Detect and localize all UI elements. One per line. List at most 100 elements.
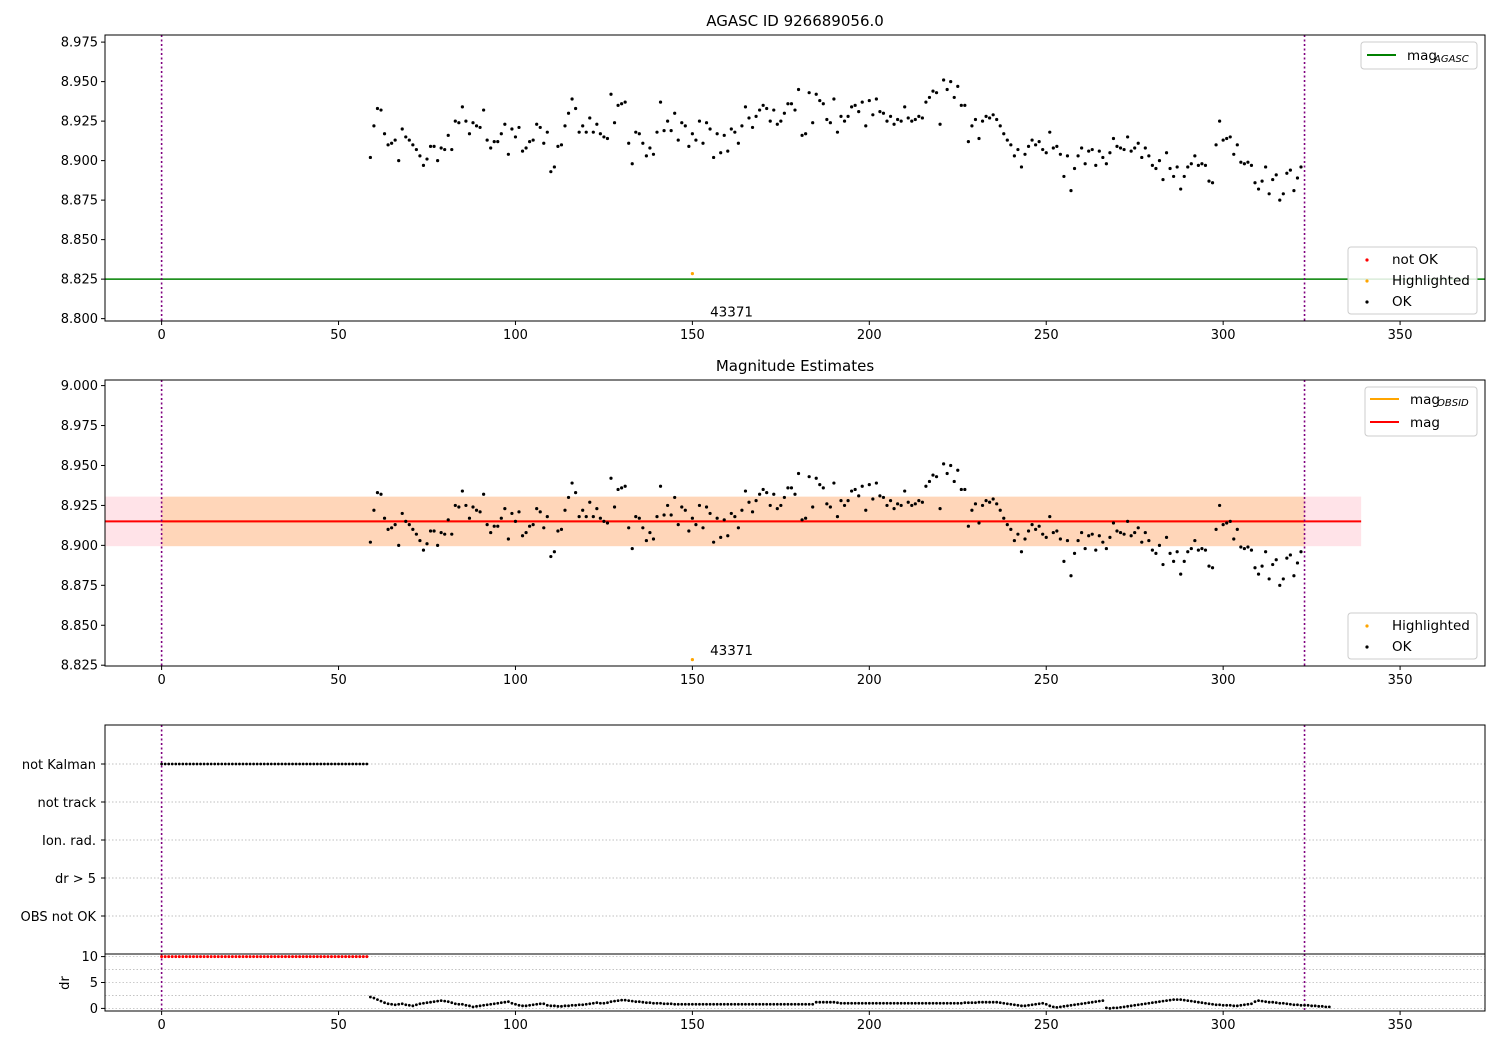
dr-axes-frame <box>104 953 1486 1012</box>
ok-point <box>651 537 656 541</box>
ok-dr-point <box>443 999 447 1003</box>
flag-point <box>361 762 365 766</box>
ok-dr-point <box>772 1002 776 1006</box>
ok-point <box>1140 155 1144 160</box>
ok-dr-point <box>475 1004 478 1008</box>
ok-point <box>1157 159 1162 163</box>
ok-point <box>1118 146 1123 150</box>
ok-point <box>634 515 638 519</box>
ok-point <box>1161 177 1165 182</box>
highlighted-point <box>690 658 694 662</box>
ok-dr-point <box>1260 999 1264 1003</box>
ok-dr-point <box>1140 1002 1144 1006</box>
ok-point <box>903 489 907 493</box>
ok-point <box>1182 174 1186 179</box>
ok-point <box>563 124 567 128</box>
ok-point <box>1168 551 1172 555</box>
ok-dr-point <box>1016 1003 1020 1007</box>
not-ok-dr-point <box>241 955 245 959</box>
ok-dr-point <box>694 1002 698 1006</box>
ok-dr-point <box>705 1002 708 1006</box>
ok-dr-point <box>609 1000 613 1004</box>
x-tick-label: 0 <box>157 328 165 343</box>
ok-dr-point <box>1299 1003 1303 1007</box>
y-tick-label: 8.850 <box>61 233 98 248</box>
not-ok-dr-point <box>191 955 195 959</box>
ok-dr-point <box>574 1003 578 1007</box>
ok-point <box>896 502 900 506</box>
ok-point <box>1164 151 1169 155</box>
ok-point <box>701 141 705 145</box>
flag-point <box>163 762 167 766</box>
legend2-highlighted-swatch <box>1365 624 1369 628</box>
ok-point <box>842 119 847 123</box>
ok-dr-point <box>1147 1001 1151 1005</box>
ok-point <box>1179 572 1183 576</box>
agasc-legend-bottom: not OK Highlighted OK <box>1347 246 1478 315</box>
flag-point <box>287 762 291 766</box>
not-ok-dr-point <box>283 955 287 959</box>
ok-point <box>712 540 716 544</box>
ok-dr-point <box>1122 1005 1126 1009</box>
category-label: dr > 5 <box>55 872 96 887</box>
ok-point <box>878 110 882 114</box>
ok-point <box>644 154 648 158</box>
x-tick-label: 200 <box>857 673 882 688</box>
ok-point <box>896 117 900 122</box>
ok-point <box>513 519 518 524</box>
ok-dr-point <box>1292 1003 1296 1007</box>
ok-point <box>1242 546 1246 551</box>
ok-point <box>1207 179 1211 183</box>
agasc-legend-top-box <box>1360 41 1478 70</box>
ok-point <box>1005 522 1009 527</box>
legend-not-ok-swatch <box>1365 258 1369 262</box>
ok-dr-point <box>1133 1003 1137 1007</box>
ok-dr-point <box>832 1000 836 1004</box>
ok-point <box>1235 527 1239 531</box>
ok-point <box>676 138 680 142</box>
ok-dr-point <box>786 1002 790 1006</box>
ok-point <box>750 125 755 130</box>
ok-point <box>616 487 620 492</box>
ok-dr-point <box>1168 998 1172 1002</box>
ok-point <box>952 95 956 100</box>
ok-dr-point <box>1218 1003 1222 1007</box>
ok-point <box>418 538 422 543</box>
not-ok-dr-point <box>294 955 298 959</box>
ok-point <box>630 162 634 166</box>
ok-point <box>1288 553 1292 557</box>
ok-point <box>467 516 472 520</box>
ok-point <box>1196 163 1200 167</box>
ok-point <box>368 540 372 544</box>
ok-point <box>1012 154 1016 158</box>
ok-point <box>796 471 801 476</box>
not-ok-dr-point <box>209 955 213 959</box>
flag-point <box>188 762 192 766</box>
x-tick-label: 50 <box>330 1018 347 1033</box>
ok-point <box>520 534 525 538</box>
ok-dr-point <box>510 1001 514 1005</box>
ok-point <box>793 492 797 496</box>
flag-point <box>216 762 220 766</box>
not-ok-dr-point <box>308 955 312 959</box>
ok-dr-point <box>1069 1003 1073 1007</box>
ok-dr-point <box>1250 1002 1253 1006</box>
ok-point <box>782 111 786 115</box>
ok-dr-point <box>1281 1001 1285 1005</box>
ok-dr-point <box>464 1003 468 1007</box>
ok-dr-point <box>404 1003 408 1007</box>
flag-point <box>347 762 351 766</box>
ok-point <box>443 532 447 536</box>
flag-point <box>351 762 355 766</box>
ok-dr-point <box>393 1003 397 1007</box>
not-ok-dr-point <box>322 955 326 959</box>
ok-point <box>846 499 850 503</box>
ok-point <box>874 97 878 101</box>
ok-dr-point <box>666 1002 670 1006</box>
ok-dr-point <box>1172 998 1176 1001</box>
ok-point <box>973 117 978 122</box>
ok-dr-point <box>655 1001 659 1005</box>
ok-dr-point <box>1193 1000 1197 1004</box>
ok-point <box>379 108 383 112</box>
